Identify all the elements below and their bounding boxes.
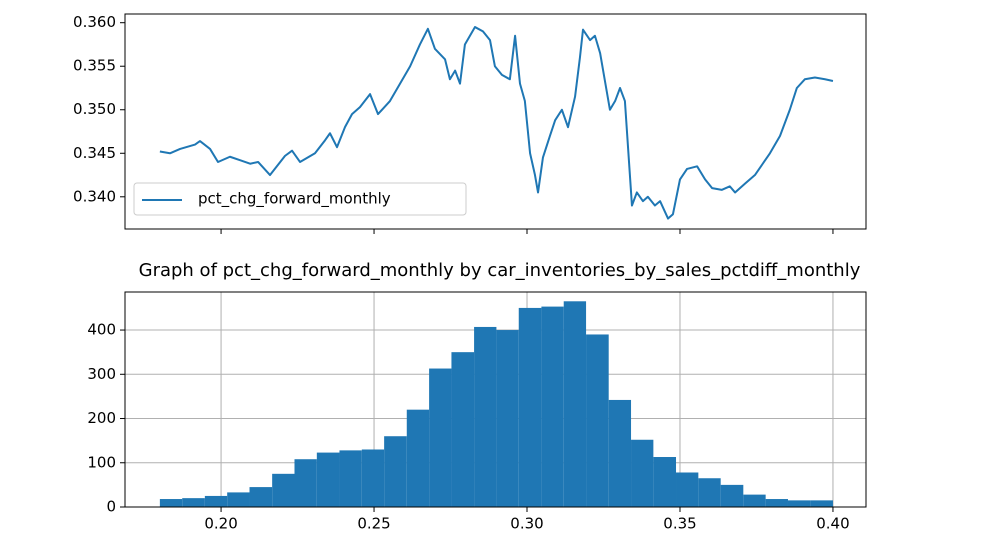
bar xyxy=(384,436,407,507)
x-tick-label: 0.20 xyxy=(204,515,237,533)
x-tick-label: 0.30 xyxy=(510,515,543,533)
bar xyxy=(518,307,542,507)
bar xyxy=(339,450,362,507)
bar xyxy=(698,478,721,507)
bar xyxy=(272,473,295,507)
bar xyxy=(316,452,340,507)
bar xyxy=(720,484,744,507)
line xyxy=(159,26,834,220)
legend-box xyxy=(133,182,467,216)
axes-frame xyxy=(124,13,867,230)
x-tick-label: 0.35 xyxy=(663,515,696,533)
y-tick-label: 0.340 xyxy=(73,187,116,205)
y-tick-label: 200 xyxy=(87,409,116,427)
y-tick-label: 300 xyxy=(87,365,116,383)
bar xyxy=(204,495,228,507)
bar xyxy=(361,449,385,507)
legend-label: pct_chg_forward_monthly xyxy=(198,190,391,209)
bar xyxy=(608,399,632,507)
x-tick-label: 0.25 xyxy=(357,515,390,533)
bar xyxy=(496,330,519,507)
bar xyxy=(406,409,430,507)
chart-title: Graph of pct_chg_forward_monthly by car_… xyxy=(139,260,861,281)
y-tick-label: 0.345 xyxy=(73,144,116,162)
bar xyxy=(631,439,654,507)
axes-frame xyxy=(124,291,867,508)
bar xyxy=(653,457,677,507)
bar xyxy=(676,472,699,507)
bar xyxy=(765,499,788,507)
bar xyxy=(810,500,833,507)
y-tick-label: 0.350 xyxy=(73,100,116,118)
bar xyxy=(787,500,811,507)
bar xyxy=(159,499,183,507)
x-tick-label: 0.40 xyxy=(816,515,849,533)
bar xyxy=(743,494,766,507)
bar xyxy=(249,487,273,507)
y-tick-label: 400 xyxy=(87,321,116,339)
bar xyxy=(563,301,587,507)
y-tick-label: 0.355 xyxy=(73,57,116,75)
bar xyxy=(474,326,497,507)
y-tick-label: 100 xyxy=(87,453,116,471)
bar xyxy=(429,368,452,507)
bar xyxy=(227,492,250,507)
y-tick-label: 0.360 xyxy=(73,13,116,31)
bar xyxy=(451,352,475,507)
bar xyxy=(294,459,317,507)
bar xyxy=(182,498,205,507)
y-tick-label: 0 xyxy=(106,498,116,516)
bar xyxy=(586,334,609,507)
bar xyxy=(541,306,564,507)
